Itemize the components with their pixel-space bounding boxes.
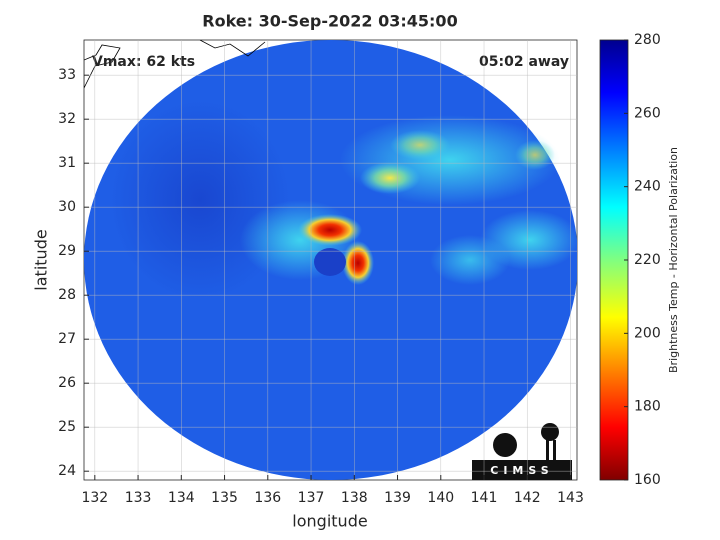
colorbar-label: Brightness Temp - Horizontal Polarizatio… [667,147,680,373]
y-tick-label: 25 [58,419,76,435]
y-tick-label: 29 [58,243,76,259]
x-tick-label: 135 [211,490,238,506]
annotation: Vmax: 62 kts [92,54,195,70]
y-tick-label: 33 [58,67,76,83]
x-axis-label: longitude [292,512,367,531]
cimss-logo: CIMSS [472,413,572,480]
x-tick-label: 143 [557,490,584,506]
y-axis-label: latitude [32,229,51,290]
y-tick-label: 28 [58,287,76,303]
chart-title: Roke: 30-Sep-2022 03:45:00 [202,12,457,31]
y-tick-label: 31 [58,155,76,171]
x-tick-label: 140 [427,490,454,506]
y-tick-label: 24 [58,463,76,479]
x-tick-label: 142 [514,490,541,506]
y-tick-label: 30 [58,199,76,215]
colorbar-tick-label: 280 [634,32,661,48]
x-tick-label: 132 [81,490,108,506]
x-tick-label: 133 [125,490,152,506]
x-tick-label: 139 [384,490,411,506]
logo-text: CIMSS [490,464,553,477]
colorbar-tick-label: 260 [634,105,661,121]
colorbar-tick-label: 160 [634,472,661,488]
y-tick-label: 32 [58,111,76,127]
y-tick-label: 26 [58,375,76,391]
x-tick-label: 138 [341,490,368,506]
x-tick-label: 134 [168,490,195,506]
x-tick-label: 141 [471,490,498,506]
colorbar-tick-label: 240 [634,179,661,195]
colorbar-tick-label: 220 [634,252,661,268]
satellite-image [84,40,577,480]
colorbar-tick-label: 200 [634,325,661,341]
y-tick-label: 27 [58,331,76,347]
colorbar-tick-label: 180 [634,399,661,415]
x-tick-label: 137 [298,490,325,506]
colorbar [599,39,629,481]
x-tick-label: 136 [254,490,281,506]
annotation: 05:02 away [479,54,569,70]
